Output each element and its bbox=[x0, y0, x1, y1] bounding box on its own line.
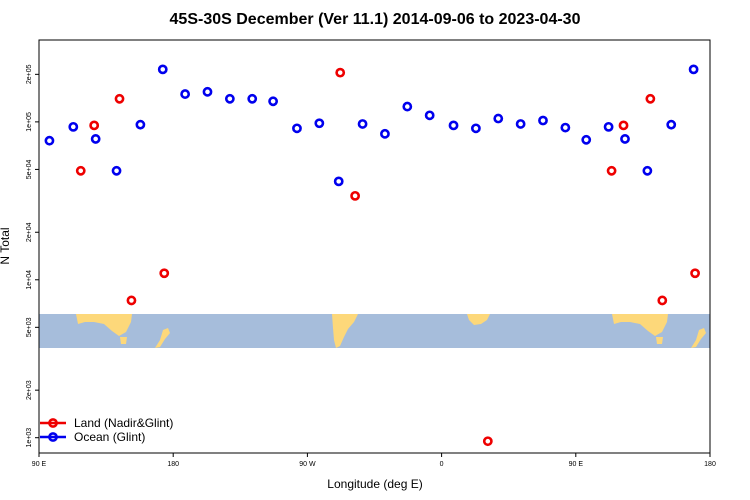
ocean-point bbox=[111, 165, 122, 176]
ocean-point bbox=[247, 93, 258, 104]
ocean-point bbox=[470, 123, 481, 134]
ocean-point bbox=[515, 119, 526, 129]
ocean-point bbox=[268, 96, 279, 107]
y-axis: 1e+03 2e+03 5e+03 1e+04 2e+04 5e+04 1e+05 2e+05 bbox=[26, 64, 39, 448]
ocean-point bbox=[333, 176, 344, 187]
x-tick-label: 180 bbox=[704, 461, 716, 468]
land-point bbox=[657, 295, 668, 306]
ocean-point bbox=[493, 113, 504, 124]
south-america-landmass bbox=[332, 314, 358, 348]
y-tick-label: 2e+04 bbox=[26, 222, 33, 242]
x-tick-label: 90 E bbox=[32, 461, 47, 468]
tasmania-landmass bbox=[120, 337, 127, 344]
y-tick-label: 5e+04 bbox=[26, 159, 33, 179]
land-point bbox=[159, 268, 170, 279]
legend-ocean-label: Ocean (Glint) bbox=[74, 430, 145, 444]
land-point bbox=[75, 165, 86, 176]
world-map-strip bbox=[39, 314, 710, 348]
ocean-point bbox=[688, 64, 699, 75]
x-tick-label: 0 bbox=[440, 461, 444, 468]
ocean-point bbox=[538, 115, 548, 126]
ocean-point bbox=[560, 122, 571, 133]
ocean-point bbox=[202, 86, 213, 97]
x-axis: 90 E 180 90 W 0 90 E 180 bbox=[32, 453, 716, 468]
ocean-point bbox=[90, 134, 101, 144]
x-tick-label: 90 W bbox=[299, 461, 316, 468]
land-point bbox=[350, 190, 361, 201]
plot-frame bbox=[38, 39, 711, 454]
ocean-point bbox=[424, 110, 435, 121]
ocean-point bbox=[666, 119, 677, 130]
ocean-point bbox=[224, 93, 235, 104]
y-tick-label: 1e+04 bbox=[26, 270, 33, 290]
legend-land-marker bbox=[48, 418, 58, 428]
y-axis-label: N Total bbox=[0, 227, 12, 264]
tasmania-landmass-repeat bbox=[656, 337, 663, 344]
australia-landmass bbox=[76, 314, 132, 336]
x-tick-label: 180 bbox=[167, 461, 179, 468]
y-tick-label: 2e+05 bbox=[26, 64, 33, 84]
africa-landmass bbox=[467, 314, 490, 325]
y-tick-label: 1e+05 bbox=[26, 112, 33, 132]
land-point bbox=[89, 120, 100, 131]
ocean-band bbox=[39, 314, 710, 348]
ocean-point bbox=[314, 118, 325, 129]
land-point bbox=[482, 436, 493, 447]
ocean-point bbox=[157, 64, 168, 75]
ocean-point bbox=[180, 89, 191, 99]
ocean-point bbox=[135, 119, 146, 130]
ocean-point bbox=[642, 165, 653, 176]
ocean-point bbox=[620, 134, 630, 144]
land-point bbox=[645, 93, 656, 104]
land-point bbox=[618, 120, 629, 131]
ocean-point bbox=[44, 135, 55, 146]
ocean-point bbox=[581, 134, 592, 145]
ocean-point bbox=[68, 121, 79, 132]
ocean-point bbox=[292, 123, 302, 134]
ocean-point bbox=[357, 119, 368, 129]
land-point bbox=[690, 268, 700, 279]
chart-title: 45S-30S December (Ver 11.1) 2014-09-06 t… bbox=[170, 11, 581, 28]
y-tick-label: 1e+03 bbox=[26, 428, 33, 448]
legend-ocean-marker bbox=[48, 432, 58, 442]
legend-land-label: Land (Nadir&Glint) bbox=[74, 416, 173, 430]
legend: Land (Nadir&Glint) Ocean (Glint) bbox=[40, 416, 173, 444]
australia-landmass-repeat bbox=[612, 314, 668, 336]
ocean-point bbox=[402, 101, 413, 112]
ocean-point bbox=[603, 121, 614, 132]
land-point bbox=[335, 67, 346, 78]
data-points bbox=[44, 64, 700, 447]
new-zealand-landmass-repeat bbox=[691, 328, 706, 348]
land-point bbox=[606, 165, 617, 176]
ocean-point bbox=[448, 120, 459, 131]
y-tick-label: 2e+03 bbox=[26, 380, 33, 400]
ocean-point bbox=[380, 128, 390, 139]
new-zealand-landmass bbox=[155, 328, 170, 348]
land-point bbox=[126, 295, 137, 306]
x-axis-label: Longitude (deg E) bbox=[327, 477, 422, 491]
x-tick-label: 90 E bbox=[569, 461, 584, 468]
land-point bbox=[114, 93, 125, 104]
y-tick-label: 5e+03 bbox=[26, 317, 33, 337]
